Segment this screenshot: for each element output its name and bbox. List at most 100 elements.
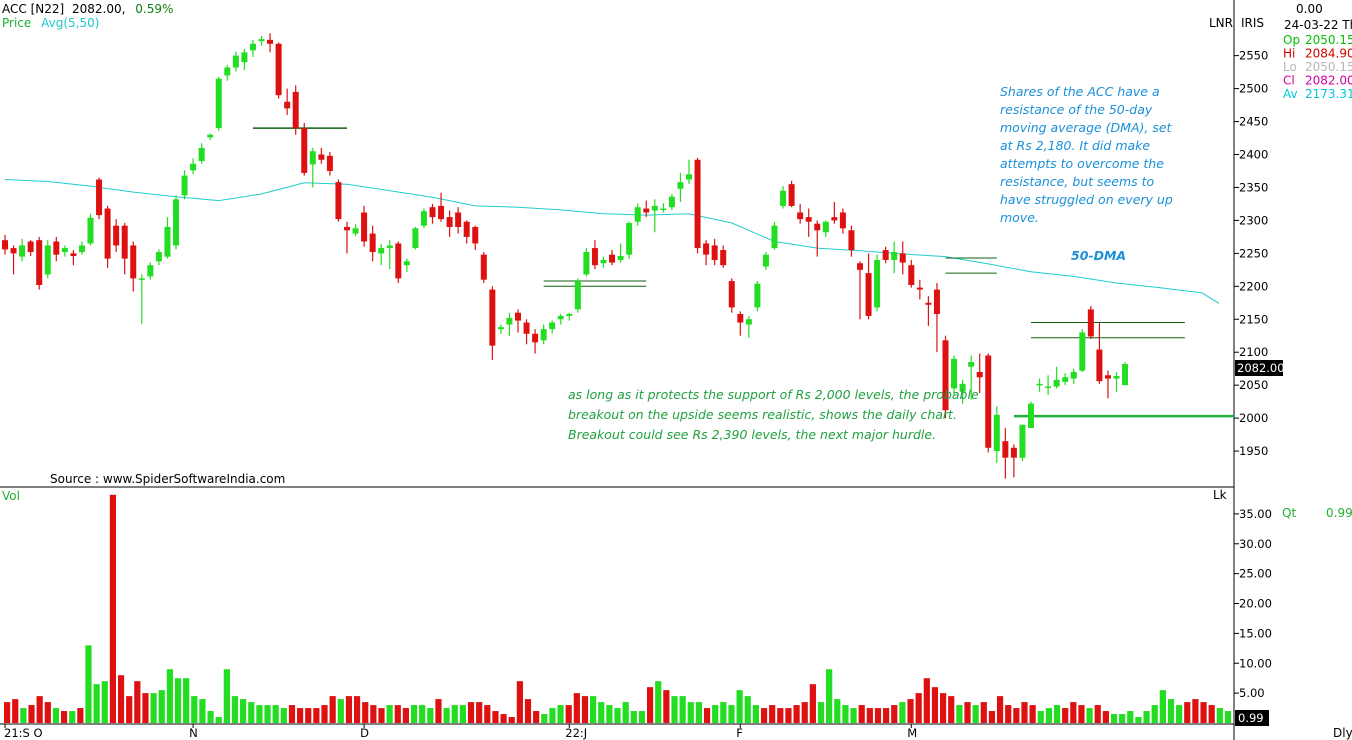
candle	[959, 379, 966, 404]
candle	[711, 238, 718, 266]
candle-body	[386, 245, 393, 249]
volume-bar	[1151, 705, 1158, 723]
candle-body	[600, 259, 607, 264]
volume-bar	[1200, 702, 1207, 723]
candle	[882, 246, 889, 264]
resistance-annotation-line: move.	[1000, 210, 1039, 225]
volume-bar	[248, 702, 255, 723]
candle	[600, 256, 607, 268]
volume-bar	[1070, 702, 1077, 723]
candle	[822, 220, 829, 237]
candle	[395, 241, 402, 284]
candle-body	[942, 340, 949, 411]
candles-layer	[2, 33, 1129, 479]
time-tick-label: 21:S O	[4, 726, 43, 740]
info-row-label: Cl	[1283, 74, 1295, 88]
candle-body	[566, 313, 573, 316]
candle-body	[352, 228, 359, 234]
candle	[249, 39, 256, 57]
volume-bar	[1029, 705, 1036, 723]
volume-bar	[142, 693, 149, 723]
volume-bar	[817, 702, 825, 723]
candle	[155, 249, 162, 266]
candle-body	[249, 43, 256, 51]
price-tick-label: 2150	[1239, 312, 1268, 326]
volume-bar	[1176, 705, 1183, 723]
candle-body	[344, 226, 350, 231]
candle	[668, 194, 675, 210]
price-axis-ticks: 1950 2000 2050 2100 2150 2200 2250 2300 2350 2400…	[1234, 49, 1268, 458]
volume-bar	[630, 711, 637, 723]
volume-bar	[410, 705, 418, 723]
volume-bar	[834, 699, 841, 723]
price-tick-label: 2350	[1239, 180, 1268, 194]
header-close: 2082.00,	[72, 2, 125, 16]
time-axis-ticks: 21:S O N D 22:J F M	[4, 724, 917, 740]
volume-bar	[93, 684, 100, 723]
candle-body	[959, 383, 966, 392]
info-date: 24-03-22 Th	[1284, 18, 1352, 32]
candle	[933, 283, 940, 353]
candle-body	[113, 225, 120, 246]
volume-bar	[158, 690, 165, 723]
support-annotation-line: Breakout could see Rs 2,390 levels, the …	[568, 427, 936, 442]
candle-body	[1053, 379, 1060, 387]
volume-bar	[687, 702, 694, 723]
volume-bar	[207, 711, 214, 723]
candle	[634, 203, 641, 226]
volume-bar	[1224, 711, 1232, 723]
candle	[532, 329, 539, 354]
candle-body	[1096, 349, 1103, 382]
volume-bar	[109, 494, 117, 723]
price-tick-label: 2100	[1239, 345, 1268, 359]
volume-bar	[793, 705, 800, 723]
qt-value: 0.99	[1326, 506, 1352, 520]
dma-label: 50-DMA	[1071, 248, 1126, 263]
candle-body	[634, 207, 641, 222]
candle	[369, 225, 376, 262]
volume-bar	[150, 693, 157, 723]
volume-bar	[1143, 711, 1150, 723]
candle-body	[284, 101, 291, 109]
candle-body	[754, 283, 761, 308]
candle-body	[985, 355, 992, 448]
candle	[87, 213, 94, 246]
candle-body	[1028, 403, 1034, 429]
candle-body	[865, 273, 872, 316]
volume-bar	[1184, 702, 1191, 723]
volume-bar	[52, 708, 60, 723]
candle	[96, 177, 103, 220]
moving-average-layer	[4, 179, 1220, 304]
volume-bar	[524, 699, 532, 723]
candle	[284, 88, 291, 115]
volume-bar	[484, 705, 491, 723]
volume-bar	[931, 687, 939, 723]
candle	[27, 240, 34, 256]
price-tick-label: 2050	[1239, 378, 1268, 392]
candle	[1045, 375, 1052, 396]
volume-bar	[337, 699, 344, 723]
volume-bar	[1119, 714, 1126, 723]
volume-bar	[443, 708, 450, 723]
candle-body	[882, 250, 889, 260]
candle-body	[155, 252, 162, 262]
candle-body	[839, 212, 846, 229]
volume-bar	[866, 708, 873, 723]
candle-body	[446, 217, 453, 227]
volume-bar	[996, 696, 1004, 723]
volume-tick-label: 25.00	[1239, 567, 1272, 581]
volume-bar	[297, 708, 304, 723]
candle-body	[463, 221, 470, 237]
support-annotation-line: breakout on the upside seems realistic, …	[568, 407, 957, 422]
volume-bar	[785, 708, 792, 723]
volume-bar	[378, 708, 385, 723]
resistance-annotation-line: resistance, but seems to	[1000, 174, 1155, 189]
candle-body	[720, 250, 727, 266]
candle-body	[361, 212, 368, 242]
candle	[1122, 362, 1129, 386]
candle	[865, 253, 872, 320]
candle	[78, 241, 85, 255]
candle	[104, 205, 111, 268]
info-row-label: Lo	[1283, 60, 1297, 74]
